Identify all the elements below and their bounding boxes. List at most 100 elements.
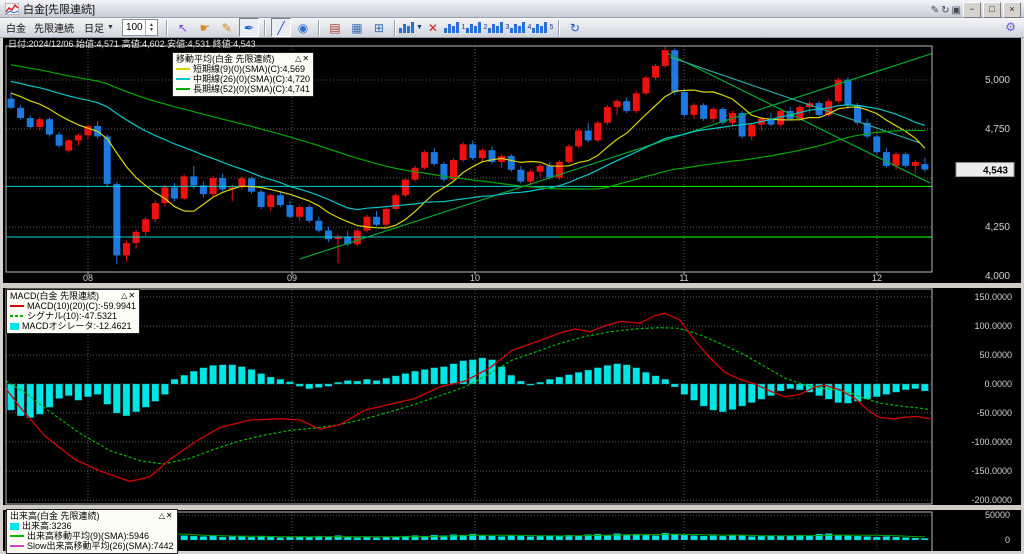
macd-axis-label: 100.0000 (974, 321, 1012, 331)
legend-minimize-close-buttons[interactable]: △✕ (158, 511, 174, 520)
title-bar: 白金[先限連続] ✎ ↻ ▣ − □ × (0, 0, 1024, 18)
legend-row: 出来高移動平均(9)(SMA):5946 (10, 531, 174, 541)
volume-axis-label: 0 (1005, 535, 1010, 545)
legend-text: 出来高:3236 (22, 521, 72, 531)
remove-indicator-button[interactable]: ✕ (427, 20, 438, 35)
date-axis-label: 08 (83, 273, 93, 283)
chart-type-dropdown-button[interactable]: ▼ (398, 18, 423, 37)
toolbar-separator (263, 19, 266, 36)
legend-title: MACD(白金 先限連続) (10, 291, 99, 301)
symbol-label: 白金 (6, 24, 26, 35)
legend-swatch (10, 315, 24, 317)
legend-row: 出来高:3236 (10, 521, 174, 531)
legend-text: 短期線(9)(0)(SMA)(C):4,569 (193, 64, 306, 74)
legend-swatch (10, 545, 24, 547)
toolbar-separator (557, 19, 560, 36)
brush-tool-button[interactable]: ✒ (238, 18, 259, 37)
macd-axis-label: -100.0000 (971, 437, 1012, 447)
refresh-button[interactable]: ↻ (569, 20, 580, 35)
toolbar-separator (393, 19, 396, 36)
legend-text: MACDオシレータ:-12.4621 (22, 321, 132, 331)
volume-legend: 出来高(白金 先限連続) △✕ 出来高:3236 出来高移動平均(9)(SMA):59… (6, 509, 178, 554)
circle-tool-button[interactable]: ◉ (297, 20, 309, 35)
maximize-button[interactable]: □ (983, 2, 1001, 18)
legend-swatch (176, 88, 190, 90)
layout-4-button[interactable]: 4 (510, 18, 531, 37)
macd-axis-label: 50.0000 (979, 350, 1012, 360)
layout-3-button[interactable]: 3 (488, 18, 509, 37)
bar-chart-icon (510, 22, 526, 33)
legend-swatch (10, 522, 19, 530)
toolbar-separator (317, 19, 320, 36)
bar-chart-icon (532, 22, 548, 33)
legend-row: 中期線(26)(0)(SMA)(C):4,720 (176, 74, 310, 84)
cursor-tool-button[interactable]: ↖ (177, 20, 188, 35)
grid-4-button[interactable]: ⊞ (373, 20, 384, 35)
window-title: 白金[先限連続] (23, 3, 96, 16)
bar-chart-icon (398, 22, 415, 33)
toolbar: 白金 先限連続 日足 ▼ 100 ▲ ▼ ↖ ☛ ✎ ✒ ╱ ◉ ▤ ▦ ⊞ ▼ ✕ 1 2 3 4 5 ↻ ⚙ (0, 18, 1024, 38)
legend-swatch (176, 68, 190, 70)
refresh-icon[interactable]: ↻ (941, 4, 950, 16)
layout-1-button[interactable]: 1 (444, 18, 465, 37)
price-axis-label: 4,250 (985, 222, 1010, 233)
legend-title: 移動平均(白金 先限連続) (176, 54, 275, 64)
legend-row: MACDオシレータ:-12.4621 (10, 321, 136, 331)
legend-text: 出来高移動平均(9)(SMA):5946 (27, 531, 150, 541)
legend-swatch (10, 305, 24, 307)
spinner-arrows-icon[interactable]: ▲ ▼ (144, 20, 157, 35)
legend-swatch (10, 322, 19, 330)
volume-axis-label: 50000 (985, 510, 1010, 520)
legend-minimize-close-buttons[interactable]: △✕ (121, 291, 137, 300)
bar-count-value: 100 (125, 22, 143, 33)
ma-legend: 移動平均(白金 先限連続) △✕ 短期線(9)(0)(SMA)(C):4,569 中期… (172, 52, 315, 97)
current-price-box: 4,543 (955, 162, 1015, 178)
close-button[interactable]: × (1003, 2, 1021, 18)
toolbar-separator (165, 19, 168, 36)
bar-chart-icon (466, 22, 482, 33)
trendline-tool-button[interactable]: ╱ (270, 18, 291, 37)
pencil-tool-button[interactable]: ✎ (221, 20, 232, 35)
new-chart-button[interactable]: ▤ (329, 20, 341, 35)
legend-text: シグナル(10):-47.5321 (27, 311, 118, 321)
legend-row: シグナル(10):-47.5321 (10, 311, 136, 321)
app-chart-icon (5, 2, 19, 15)
date-axis-label: 10 (470, 273, 480, 283)
window-controls: − □ × (961, 0, 1021, 18)
chevron-down-icon: ▼ (107, 24, 114, 31)
edit-icon[interactable]: ✎ (930, 4, 940, 16)
legend-text: 長期線(52)(0)(SMA)(C):4,741 (193, 84, 311, 94)
macd-axis-label: -150.0000 (971, 466, 1012, 476)
ohlc-info-bar: 日付:2024/12/06 始値:4,571 高値:4,602 安値:4,531… (8, 39, 256, 49)
price-axis-label: 4,750 (985, 124, 1010, 135)
legend-swatch (10, 535, 24, 537)
timeframe-dropdown[interactable]: 日足 ▼ (84, 24, 114, 35)
bar-chart-icon (444, 22, 460, 33)
legend-minimize-close-buttons[interactable]: △✕ (295, 54, 311, 63)
svg-text:4,543: 4,543 (983, 166, 1008, 177)
macd-axis-label: -50.0000 (976, 408, 1012, 418)
chevron-down-icon: ▼ (415, 24, 423, 31)
minimize-button[interactable]: − (963, 2, 981, 18)
layout-2-button[interactable]: 2 (466, 18, 487, 37)
macd-axis-label: 150.0000 (974, 292, 1012, 302)
hand-tool-button[interactable]: ☛ (199, 20, 211, 35)
legend-row: Slow出来高移動平均(26)(SMA):7442 (10, 541, 174, 551)
legend-row: 短期線(9)(0)(SMA)(C):4,569 (176, 64, 310, 74)
macd-legend: MACD(白金 先限連続) △✕ MACD(10)(20)(C):-59.9941 シ… (6, 289, 141, 334)
legend-row: 長期線(52)(0)(SMA)(C):4,741 (176, 84, 310, 94)
grid-2-button[interactable]: ▦ (351, 20, 363, 35)
layout-5-button[interactable]: 5 (532, 18, 553, 37)
date-axis-label: 09 (287, 273, 297, 283)
date-axis-label: 12 (872, 273, 882, 283)
legend-row: MACD(10)(20)(C):-59.9941 (10, 301, 136, 311)
legend-text: 中期線(26)(0)(SMA)(C):4,720 (193, 74, 311, 84)
price-axis-label: 4,000 (985, 271, 1010, 282)
windows-icon[interactable]: ▣ (951, 4, 961, 16)
settings-wrench-icon[interactable]: ⚙ (1005, 20, 1016, 34)
titlebar-tray-icons: ✎ ↻ ▣ (929, 0, 961, 18)
legend-text: MACD(10)(20)(C):-59.9941 (27, 301, 137, 311)
bar-count-spinner[interactable]: 100 ▲ ▼ (121, 19, 158, 36)
legend-text: Slow出来高移動平均(26)(SMA):7442 (27, 541, 174, 551)
